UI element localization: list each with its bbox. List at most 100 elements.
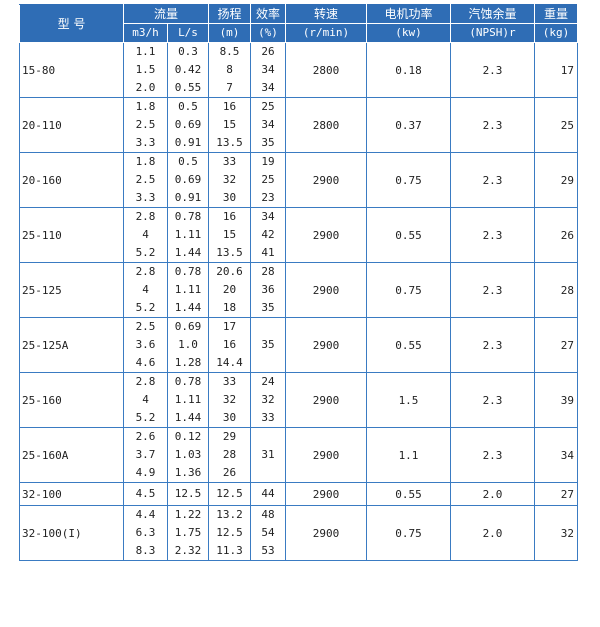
cell-efficiency-value: 41 bbox=[261, 246, 275, 259]
cell-head-value: 32 bbox=[222, 173, 237, 186]
cell-head-value: 11.3 bbox=[216, 544, 243, 557]
table-row: 15-80 1.1 1.5 2.0 0.3 0.42 0.55 8.5 8 7 26 34 34 2800… bbox=[19, 42, 578, 98]
cell-efficiency-value: 42 bbox=[261, 228, 275, 241]
cell-power: 0.55 bbox=[366, 207, 451, 263]
cell-head-value: 28 bbox=[222, 448, 237, 461]
cell-flow-m3h: 2.8 4 5.2 bbox=[123, 372, 168, 428]
cell-npsh: 2.3 bbox=[450, 317, 535, 373]
cell-flow-m3h-value: 1.8 bbox=[135, 100, 156, 113]
cell-efficiency-value: 33 bbox=[261, 411, 275, 424]
cell-head-value: 17 bbox=[222, 320, 237, 333]
header-speed: 转速 bbox=[285, 4, 367, 24]
cell-model: 32-100 bbox=[19, 482, 124, 506]
cell-efficiency: 34 42 41 bbox=[250, 207, 286, 263]
cell-flow-ls-value: 1.75 bbox=[174, 526, 202, 539]
cell-head-value: 26 bbox=[222, 466, 237, 479]
cell-flow-m3h: 2.8 4 5.2 bbox=[123, 207, 168, 263]
cell-flow-ls-value: 0.12 bbox=[174, 430, 202, 443]
cell-model: 25-125A bbox=[19, 317, 124, 373]
cell-model: 25-110 bbox=[19, 207, 124, 263]
cell-npsh: 2.0 bbox=[450, 482, 535, 506]
cell-power: 0.75 bbox=[366, 505, 451, 561]
cell-model: 32-100(I) bbox=[19, 505, 124, 561]
cell-head-value: 8 bbox=[226, 63, 233, 76]
header-weight-unit: (kg) bbox=[534, 23, 578, 43]
cell-speed: 2900 bbox=[285, 207, 367, 263]
cell-head-value: 16 bbox=[222, 210, 237, 223]
cell-flow-m3h-value: 2.5 bbox=[135, 118, 156, 131]
cell-weight: 29 bbox=[534, 152, 578, 208]
cell-speed: 2900 bbox=[285, 372, 367, 428]
cell-head-value: 20 bbox=[222, 283, 237, 296]
cell-npsh: 2.3 bbox=[450, 152, 535, 208]
cell-flow-ls-value: 1.44 bbox=[174, 411, 202, 424]
cell-npsh: 2.0 bbox=[450, 505, 535, 561]
cell-flow-ls: 0.12 1.03 1.36 bbox=[167, 427, 209, 483]
cell-flow-ls: 0.78 1.11 1.44 bbox=[167, 372, 209, 428]
cell-head-value: 16 bbox=[222, 338, 237, 351]
cell-flow-m3h-value: 4 bbox=[142, 283, 149, 296]
cell-efficiency: 28 36 35 bbox=[250, 262, 286, 318]
cell-flow-ls: 0.78 1.11 1.44 bbox=[167, 207, 209, 263]
cell-model: 20-160 bbox=[19, 152, 124, 208]
cell-head-value: 33 bbox=[222, 375, 237, 388]
cell-head-value: 18 bbox=[222, 301, 237, 314]
cell-efficiency: 35 bbox=[250, 317, 286, 373]
table-row: 20-160 1.8 2.5 3.3 0.5 0.69 0.91 33 32 30 19 25 23 29… bbox=[19, 152, 578, 208]
cell-flow-m3h-value: 2.0 bbox=[135, 81, 156, 94]
header-power-unit: (kw) bbox=[366, 23, 451, 43]
cell-speed: 2900 bbox=[285, 317, 367, 373]
cell-head-value: 13.5 bbox=[216, 136, 243, 149]
cell-flow-m3h-value: 4.6 bbox=[135, 356, 156, 369]
cell-npsh: 2.3 bbox=[450, 97, 535, 153]
cell-efficiency: 24 32 33 bbox=[250, 372, 286, 428]
cell-flow-ls-value: 0.5 bbox=[178, 155, 198, 168]
cell-flow-m3h-value: 1.1 bbox=[135, 45, 156, 58]
cell-head-value: 33 bbox=[222, 155, 237, 168]
cell-flow-ls-value: 0.69 bbox=[174, 320, 202, 333]
cell-flow-ls-value: 0.69 bbox=[174, 118, 202, 131]
cell-head: 13.2 12.5 11.3 bbox=[208, 505, 251, 561]
cell-flow-m3h: 2.8 4 5.2 bbox=[123, 262, 168, 318]
header-power: 电机功率 bbox=[366, 4, 451, 24]
cell-efficiency: 48 54 53 bbox=[250, 505, 286, 561]
cell-flow-ls-value: 0.91 bbox=[174, 136, 202, 149]
cell-flow-ls-value: 0.5 bbox=[178, 100, 198, 113]
cell-flow-m3h: 4.4 6.3 8.3 bbox=[123, 505, 168, 561]
cell-weight: 26 bbox=[534, 207, 578, 263]
cell-head: 33 32 30 bbox=[208, 372, 251, 428]
cell-flow-ls-value: 1.11 bbox=[174, 228, 202, 241]
table-row: 20-110 1.8 2.5 3.3 0.5 0.69 0.91 16 15 13.5 25 34 35… bbox=[19, 97, 578, 153]
cell-flow-m3h-value: 4 bbox=[142, 228, 149, 241]
cell-model: 25-125 bbox=[19, 262, 124, 318]
pump-spec-table: 型 号 流量 扬程 效率 转速 电机功率 汽蚀余量 重量 m3/h L/s (m… bbox=[19, 4, 578, 561]
cell-weight: 25 bbox=[534, 97, 578, 153]
cell-efficiency-value: 26 bbox=[261, 45, 275, 58]
cell-head: 12.5 bbox=[208, 482, 251, 506]
cell-power: 0.75 bbox=[366, 152, 451, 208]
cell-flow-ls-value: 0.69 bbox=[174, 173, 202, 186]
table-row: 25-160 2.8 4 5.2 0.78 1.11 1.44 33 32 30 24 32 33 290… bbox=[19, 372, 578, 428]
cell-efficiency-value: 48 bbox=[261, 508, 275, 521]
header-flow: 流量 bbox=[123, 4, 209, 24]
cell-npsh: 2.3 bbox=[450, 427, 535, 483]
cell-flow-ls-value: 0.78 bbox=[174, 375, 202, 388]
cell-flow-m3h: 2.6 3.7 4.9 bbox=[123, 427, 168, 483]
cell-power: 0.18 bbox=[366, 42, 451, 98]
cell-head-value: 12.5 bbox=[216, 487, 243, 500]
cell-head: 16 15 13.5 bbox=[208, 207, 251, 263]
cell-efficiency-value: 35 bbox=[261, 301, 275, 314]
cell-weight: 17 bbox=[534, 42, 578, 98]
cell-head-value: 32 bbox=[222, 393, 237, 406]
cell-flow-m3h: 1.8 2.5 3.3 bbox=[123, 152, 168, 208]
cell-power: 0.55 bbox=[366, 317, 451, 373]
cell-flow-m3h-value: 3.7 bbox=[135, 448, 156, 461]
cell-flow-ls: 0.5 0.69 0.91 bbox=[167, 97, 209, 153]
cell-head: 33 32 30 bbox=[208, 152, 251, 208]
cell-flow-ls-value: 1.03 bbox=[174, 448, 202, 461]
cell-model: 20-110 bbox=[19, 97, 124, 153]
cell-flow-m3h-value: 3.3 bbox=[135, 136, 156, 149]
cell-flow-ls-value: 0.55 bbox=[174, 81, 202, 94]
cell-flow-ls-value: 2.32 bbox=[174, 544, 202, 557]
cell-flow-m3h-value: 5.2 bbox=[135, 246, 156, 259]
